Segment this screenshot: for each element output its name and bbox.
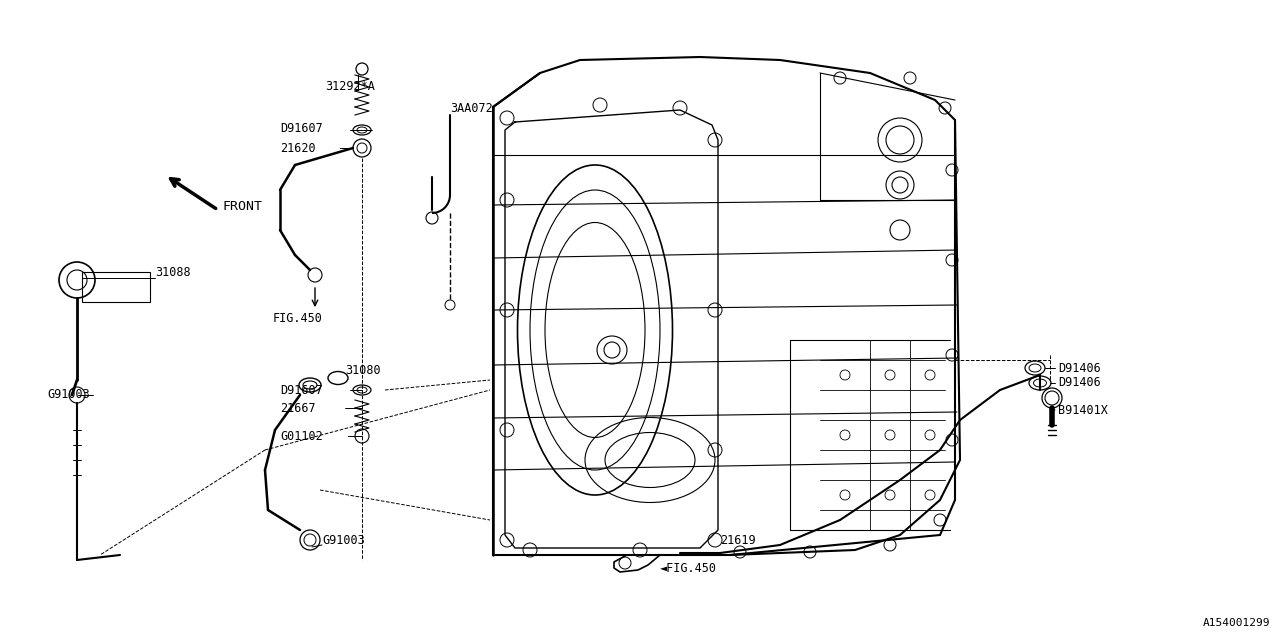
Text: G91003: G91003 — [47, 388, 90, 401]
Text: ◄FIG.450: ◄FIG.450 — [660, 561, 717, 575]
Text: 21619: 21619 — [719, 534, 755, 547]
Text: D91406: D91406 — [1059, 376, 1101, 390]
Text: D91406: D91406 — [1059, 362, 1101, 374]
Text: D91607: D91607 — [280, 383, 323, 397]
Text: B91401X: B91401X — [1059, 403, 1108, 417]
Text: 21620: 21620 — [280, 141, 316, 154]
Text: 31088: 31088 — [155, 266, 191, 280]
Text: 31292*A: 31292*A — [325, 79, 375, 93]
Text: FRONT: FRONT — [221, 200, 262, 214]
Text: A154001299: A154001299 — [1202, 618, 1270, 628]
Text: 21667: 21667 — [280, 401, 316, 415]
Text: 31080: 31080 — [346, 364, 380, 376]
Text: G01102: G01102 — [280, 429, 323, 442]
Text: 3AA072: 3AA072 — [451, 102, 493, 115]
Text: FIG.450: FIG.450 — [273, 312, 323, 324]
Text: G91003: G91003 — [323, 534, 365, 547]
Text: D91607: D91607 — [280, 122, 323, 134]
